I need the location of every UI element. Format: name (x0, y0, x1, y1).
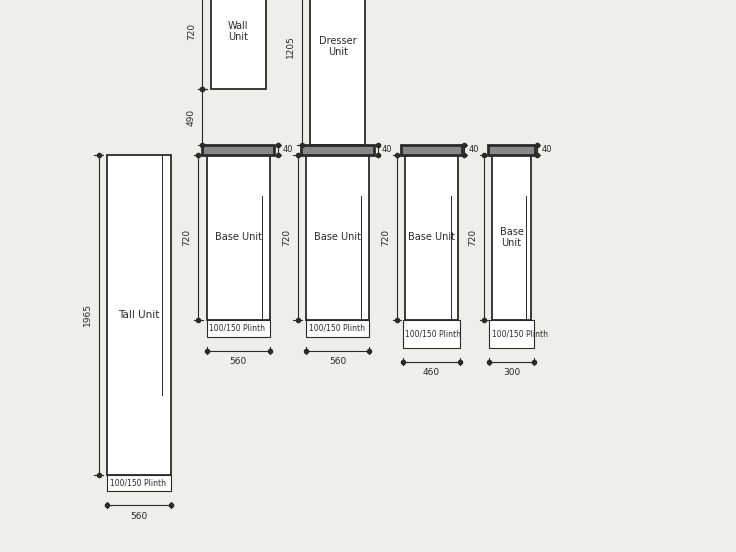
Text: Dresser
Unit: Dresser Unit (319, 36, 356, 57)
Bar (306, 320, 369, 337)
Bar (302, 145, 374, 155)
Text: Base Unit: Base Unit (408, 232, 455, 242)
Text: Base Unit: Base Unit (314, 232, 361, 242)
Bar (492, 155, 531, 320)
Text: 100/150 Plinth: 100/150 Plinth (209, 324, 265, 333)
Text: 40: 40 (541, 145, 552, 154)
Bar (207, 320, 270, 337)
Text: Wall
Unit: Wall Unit (228, 20, 249, 43)
Text: 720: 720 (468, 229, 477, 246)
Text: 720: 720 (282, 229, 291, 246)
Bar (210, 0, 266, 89)
Text: 490: 490 (187, 108, 196, 126)
Text: 560: 560 (130, 512, 147, 521)
Bar (489, 320, 534, 348)
Text: 100/150 Plinth: 100/150 Plinth (308, 324, 364, 333)
Bar (406, 155, 458, 320)
Text: 100/150 Plinth: 100/150 Plinth (406, 330, 461, 338)
Text: 300: 300 (503, 368, 520, 377)
Text: 40: 40 (283, 145, 293, 154)
Bar (488, 145, 535, 155)
Bar (202, 145, 275, 155)
Text: Tall Unit: Tall Unit (118, 310, 160, 320)
Bar (107, 155, 171, 475)
Bar (107, 475, 171, 491)
Bar (403, 320, 461, 348)
Text: 720: 720 (381, 229, 390, 246)
Text: 560: 560 (230, 357, 247, 366)
Text: 40: 40 (382, 145, 392, 154)
Text: 1205: 1205 (286, 35, 295, 58)
Text: 1965: 1965 (83, 303, 92, 326)
Bar (207, 155, 270, 320)
Bar (306, 155, 369, 320)
Text: Base
Unit: Base Unit (500, 226, 523, 248)
Text: 100/150 Plinth: 100/150 Plinth (110, 479, 166, 487)
Text: 720: 720 (183, 229, 191, 246)
Bar (310, 0, 365, 145)
Text: 460: 460 (423, 368, 440, 377)
Text: Base Unit: Base Unit (215, 232, 262, 242)
Text: 40: 40 (468, 145, 478, 154)
Text: 100/150 Plinth: 100/150 Plinth (492, 330, 548, 338)
Bar (401, 145, 462, 155)
Text: 560: 560 (329, 357, 346, 366)
Text: 720: 720 (187, 23, 196, 40)
